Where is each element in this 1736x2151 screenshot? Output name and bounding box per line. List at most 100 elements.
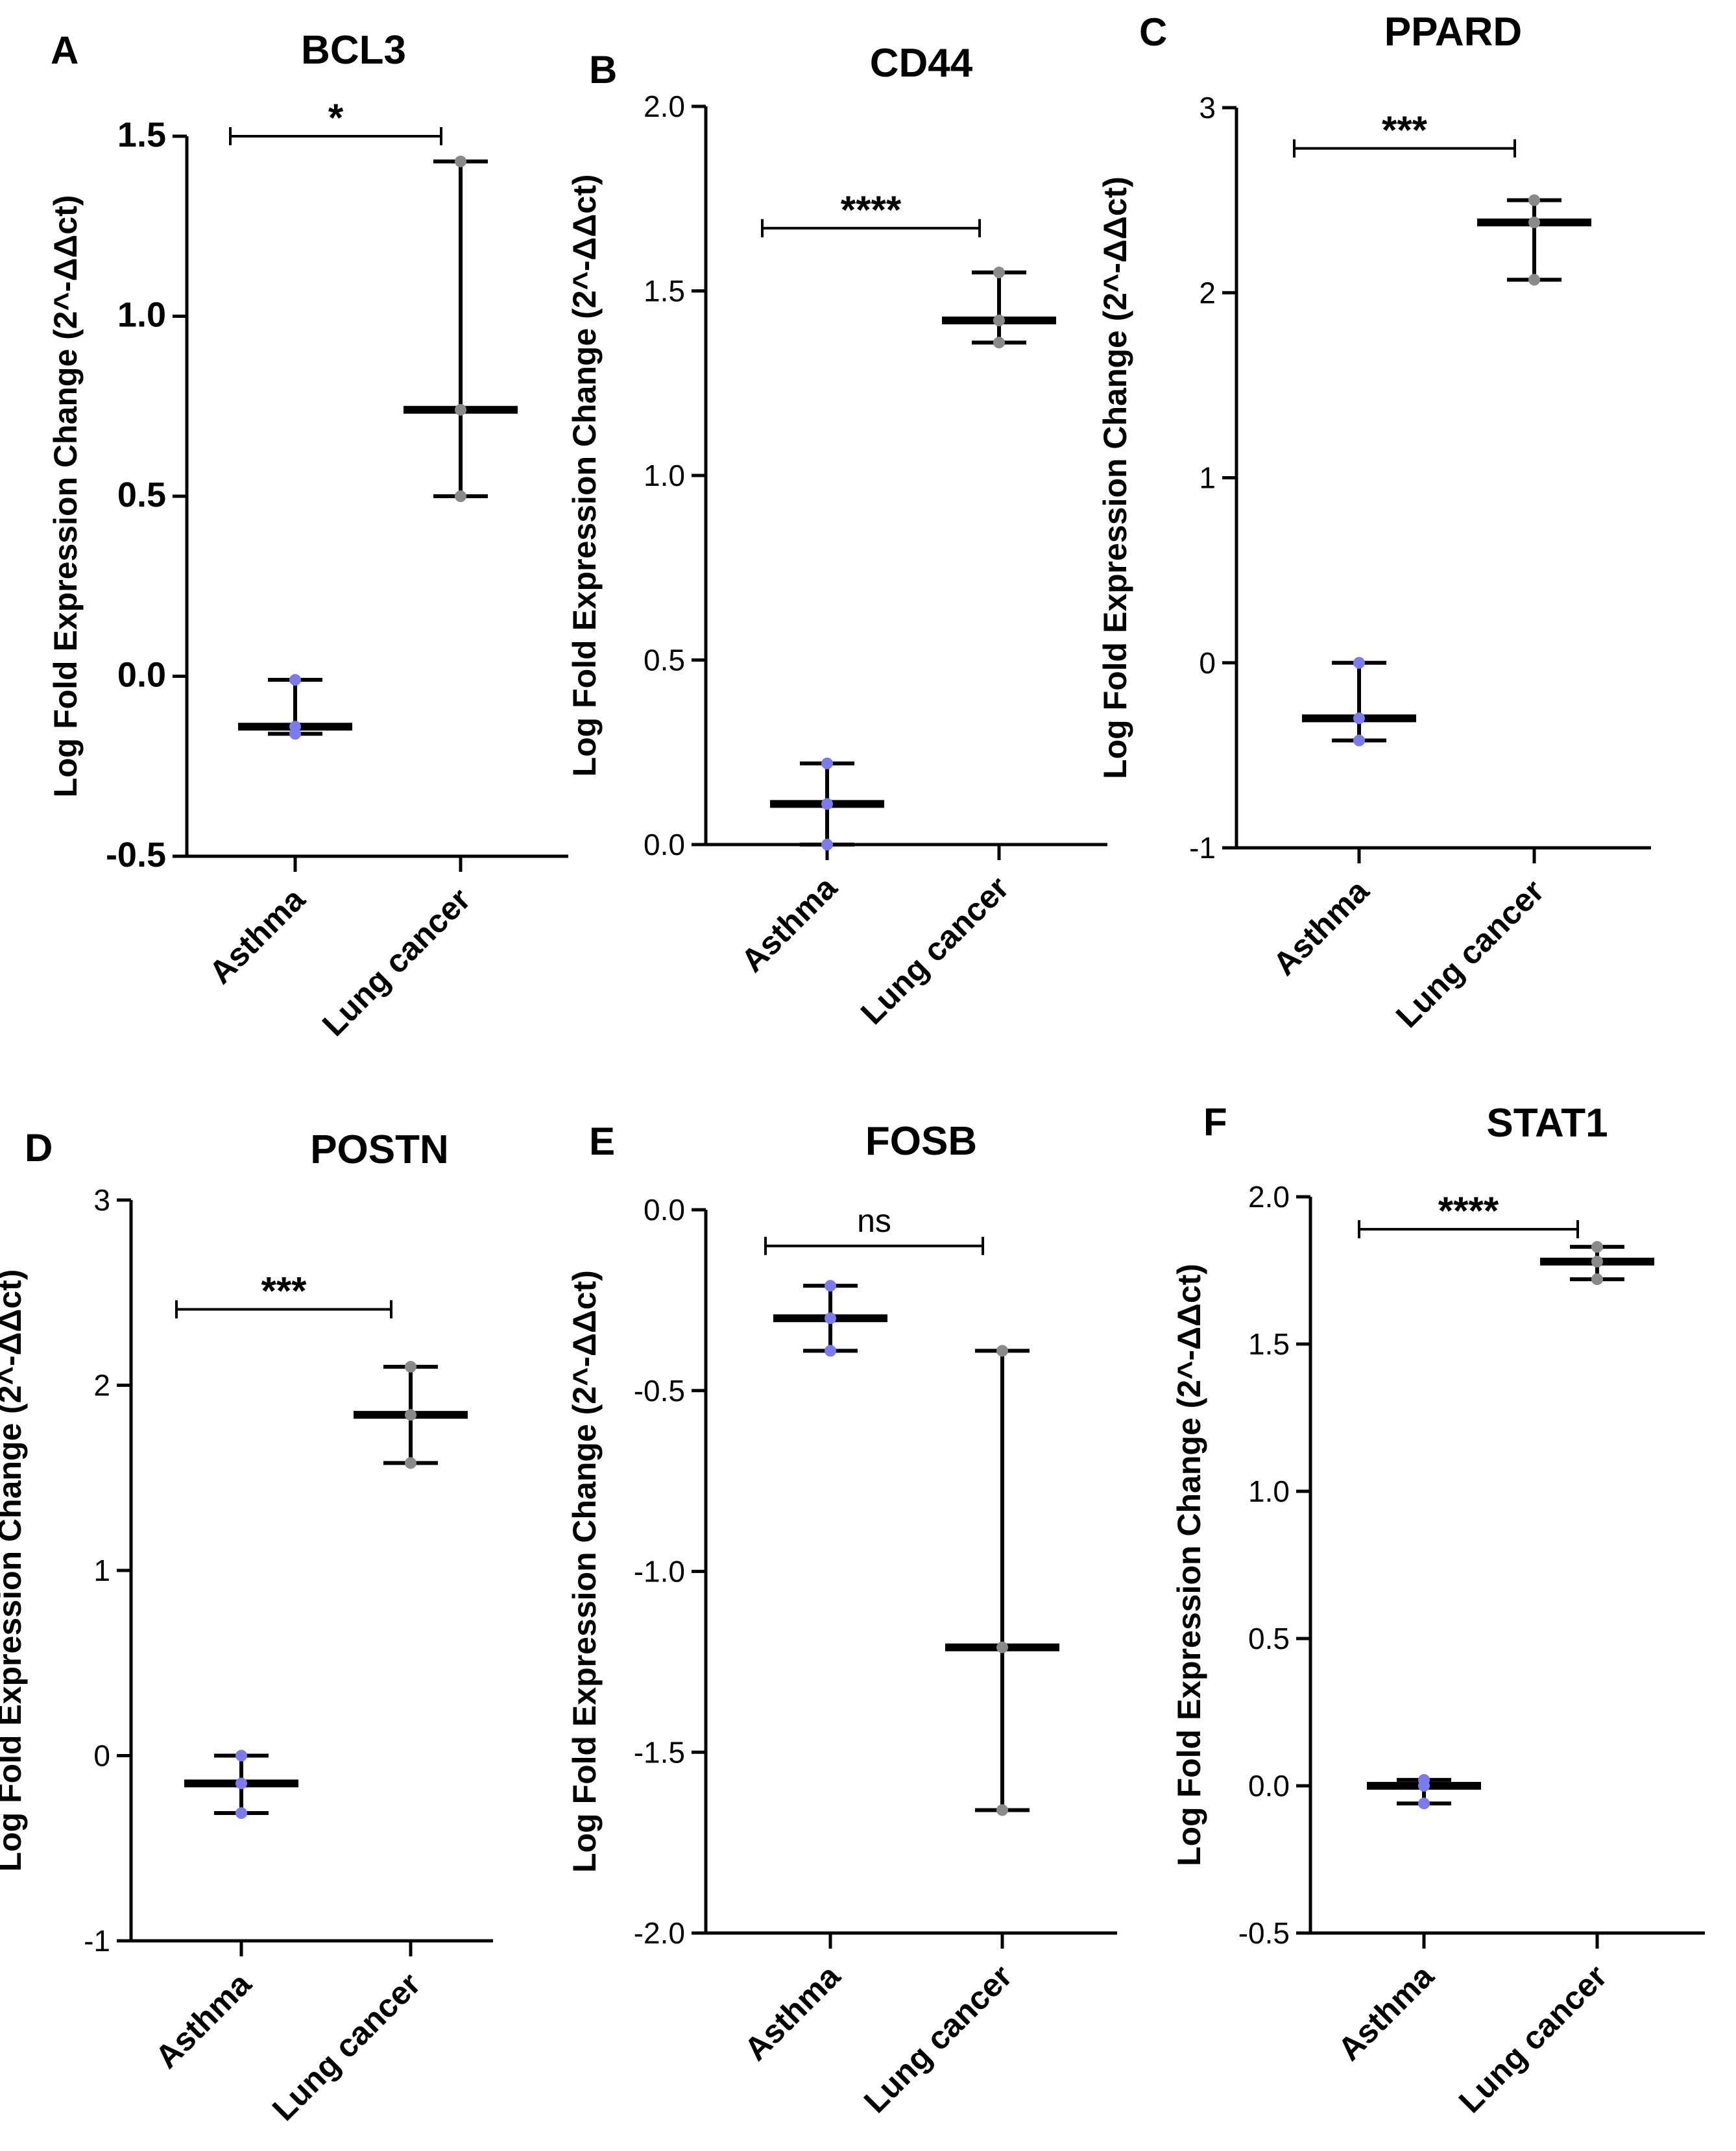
data-point [455, 490, 466, 502]
category-label: Lung cancer [857, 1958, 1019, 2120]
panel-letter: A [51, 29, 78, 72]
data-point [1591, 1241, 1603, 1253]
panel-a: A BCL3 -0.5 0.0 0.5 1.0 1.5 Log Fold Expression… [47, 28, 568, 1043]
panel-e: E FOSB -2.0 -1.5 -1.0 -0.5 0.0 Log Fold Express… [566, 1119, 1117, 2120]
data-point [455, 403, 466, 416]
panel-b: B CD44 0.0 0.5 1.0 1.5 2.0 Log Fold Expression … [566, 41, 1107, 1031]
panel-f: F STAT1 -0.5 0.0 0.5 1.0 1.5 2.0 Log Fold Expres… [1171, 1100, 1705, 2120]
panel-title: BCL3 [301, 28, 406, 73]
significance-bracket: *** [1293, 108, 1516, 158]
data-point [235, 1777, 247, 1790]
y-tick-label: 0.5 [117, 475, 166, 514]
y-tick-label: 1.5 [117, 115, 166, 154]
y-axis-label: Log Fold Expression Change (2^-ΔΔct) [1097, 176, 1133, 779]
y-axis-label: Log Fold Expression Change (2^-ΔΔct) [47, 195, 84, 798]
data-point [405, 1409, 416, 1421]
significance-bracket: **** [1358, 1189, 1579, 1238]
y-axis-label: Log Fold Expression Change (2^-ΔΔct) [1171, 1264, 1207, 1866]
data-point [1353, 712, 1365, 725]
y-tick-label: 1.0 [117, 296, 166, 335]
data-point [825, 1280, 836, 1292]
series-asthma [184, 1749, 298, 1820]
data-point [1353, 656, 1365, 669]
series-lung-cancer [354, 1360, 468, 1469]
data-point [821, 757, 833, 769]
series-lung-cancer [945, 1345, 1059, 1816]
data-point [1353, 734, 1365, 747]
panel-letter: D [25, 1126, 53, 1170]
data-point [996, 1641, 1008, 1653]
series-asthma [238, 674, 352, 740]
category-label: Asthma [738, 1957, 848, 2067]
data-point [405, 1457, 416, 1469]
y-tick-label: -0.5 [634, 1374, 685, 1408]
y-tick-label: 0.0 [117, 656, 166, 695]
data-point [825, 1345, 836, 1357]
category-label: Lung cancer [1452, 1958, 1614, 2120]
data-point [289, 728, 301, 740]
panel-letter: B [589, 48, 617, 91]
significance-label: ns [857, 1203, 891, 1239]
data-point [993, 337, 1005, 349]
series-asthma [1302, 656, 1416, 747]
panel-title: PPARD [1384, 10, 1522, 54]
series-asthma [773, 1280, 887, 1357]
y-tick-label: 2 [93, 1369, 110, 1402]
significance-label: *** [1382, 108, 1428, 152]
category-label: Asthma [202, 880, 313, 991]
significance-bracket: **** [761, 188, 981, 237]
y-tick-label: 0.5 [1248, 1622, 1290, 1655]
y-tick-label: 2.0 [1248, 1180, 1290, 1214]
y-tick-label: 0.5 [644, 643, 685, 677]
y-tick-label: 1.5 [1248, 1327, 1290, 1361]
series-asthma [770, 757, 884, 850]
y-tick-label: 0.0 [644, 1193, 685, 1227]
y-tick-label: 1.0 [644, 459, 685, 492]
data-point [455, 155, 466, 167]
category-label: Asthma [149, 1965, 259, 2075]
significance-label: **** [1438, 1189, 1499, 1232]
category-label: Lung cancer [1389, 872, 1551, 1035]
y-tick-label: 2.0 [644, 90, 685, 123]
data-point [235, 1749, 247, 1762]
data-point [1418, 1780, 1430, 1792]
panel-letter: C [1139, 10, 1167, 54]
panel-letter: F [1203, 1100, 1227, 1144]
y-tick-label: 0.0 [1248, 1769, 1290, 1803]
significance-bracket: *** [175, 1269, 392, 1319]
significance-label: **** [841, 188, 902, 232]
data-point [993, 315, 1005, 327]
y-axis-label: Log Fold Expression Change (2^-ΔΔct) [566, 1270, 603, 1873]
y-tick-label: 0 [1199, 646, 1216, 680]
category-label: Lung cancer [265, 1965, 428, 2128]
data-point [235, 1807, 247, 1820]
data-point [405, 1360, 416, 1373]
y-axis-label: Log Fold Expression Change (2^-ΔΔct) [0, 1269, 28, 1872]
series-lung-cancer [1540, 1241, 1654, 1286]
data-point [1528, 216, 1540, 228]
y-tick-label: 1.5 [644, 274, 685, 308]
category-label: Asthma [1331, 1957, 1441, 2067]
y-tick-label: -2.0 [634, 1916, 685, 1950]
series-lung-cancer [1477, 194, 1591, 286]
y-tick-label: -0.5 [106, 835, 166, 874]
panel-c: C PPARD -1 0 1 2 3 Log Fold Expression Change (… [1097, 10, 1651, 1035]
significance-bracket: * [229, 96, 442, 145]
panel-title: CD44 [870, 41, 973, 86]
y-tick-label: 1.0 [1248, 1474, 1290, 1508]
panel-d: D POSTN -1 0 1 2 3 Log Fold Expression Change (… [0, 1126, 493, 2128]
panel-title: STAT1 [1486, 1101, 1608, 1146]
y-tick-label: 3 [1199, 91, 1216, 125]
data-point [993, 267, 1005, 279]
category-label: Lung cancer [315, 881, 477, 1043]
y-axis-label: Log Fold Expression Change (2^-ΔΔct) [566, 174, 603, 777]
data-point [996, 1345, 1008, 1357]
series-asthma [1367, 1773, 1481, 1810]
category-label: Lung cancer [854, 869, 1016, 1031]
panel-letter: E [589, 1120, 615, 1163]
series-lung-cancer [942, 267, 1056, 349]
y-tick-label: 2 [1199, 276, 1216, 309]
panel-title: POSTN [310, 1127, 449, 1172]
y-tick-label: 0 [93, 1739, 110, 1773]
